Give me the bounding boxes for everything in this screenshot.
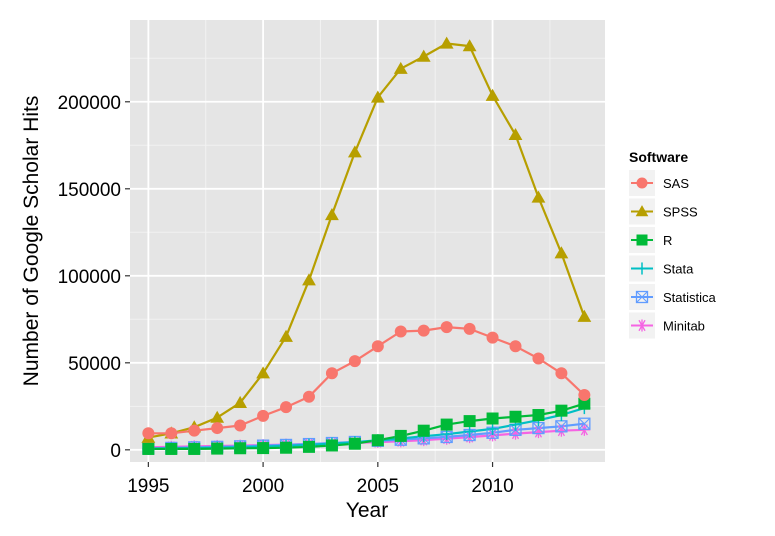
data-point-spss (462, 39, 477, 52)
legend-item-statistica: Statistica (629, 284, 717, 310)
data-point-sas (257, 409, 270, 422)
data-point-r (234, 442, 247, 455)
legend-item-spss: SPSS (629, 198, 698, 225)
data-point-r (394, 429, 407, 442)
y-tick-label: 0 (110, 441, 121, 462)
data-point-stata (463, 425, 476, 438)
data-point-sas (578, 389, 591, 402)
data-point-r (532, 409, 545, 422)
data-point-spss (439, 36, 454, 49)
data-point-spss (210, 410, 225, 423)
x-tick-label: 2000 (242, 476, 284, 497)
data-point-sas (394, 325, 407, 338)
legend-item-minitab: Minitab (629, 312, 705, 339)
y-tick-label: 50000 (68, 354, 121, 375)
series-line-spss (148, 42, 586, 439)
plot-panel (130, 20, 605, 462)
data-point-r (325, 439, 338, 452)
legend-title: Software (629, 149, 688, 165)
data-point-statistica (578, 417, 591, 430)
data-point-r (165, 442, 178, 455)
data-point-r (486, 412, 499, 425)
data-point-spss (416, 49, 431, 62)
data-point-sas (486, 331, 499, 344)
data-point-r (257, 442, 270, 455)
data-point-spss (531, 190, 546, 203)
data-point-sas (371, 340, 384, 353)
data-point-spss (485, 88, 500, 101)
legend-item-stata: Stata (629, 255, 694, 282)
legend-label: Statistica (663, 290, 717, 305)
data-point-r (211, 442, 224, 455)
x-axis: 1995 2000 2005 2010 (127, 462, 514, 497)
data-point-sas (142, 427, 155, 440)
data-point-spss (325, 207, 339, 221)
x-tick-label: 2005 (357, 476, 399, 497)
data-point-r (463, 415, 476, 428)
x-axis-title: Year (346, 499, 388, 522)
data-point-spss (279, 329, 293, 342)
data-point-spss (233, 395, 248, 409)
x-tick-label: 1995 (127, 476, 169, 497)
data-point-sas (440, 321, 453, 334)
legend-item-r: R (629, 227, 672, 253)
y-tick-label: 150000 (58, 180, 121, 201)
data-point-spss (508, 127, 523, 141)
data-point-sas (532, 352, 545, 365)
legend-key-marker (635, 319, 649, 332)
data-point-sas (417, 324, 430, 337)
legend-label: SPSS (663, 205, 698, 220)
data-point-r (348, 437, 361, 450)
data-point-sas (555, 367, 568, 380)
data-point-sas (463, 322, 476, 335)
data-point-spss (554, 246, 569, 259)
minor-gridlines (130, 20, 605, 462)
legend-label: Stata (663, 262, 694, 277)
data-point-r (509, 410, 522, 423)
data-point-spss (370, 90, 385, 103)
y-tick-label: 100000 (58, 267, 121, 288)
legend-key-marker (636, 177, 648, 189)
x-tick-label: 2010 (471, 476, 513, 497)
data-point-r (302, 440, 315, 453)
y-axis-title: Number of Google Scholar Hits (20, 96, 43, 387)
data-point-spss (577, 309, 592, 322)
legend-label: SAS (663, 176, 689, 191)
legend: Software SAS SPSS R Stata Statistica Minitab (629, 149, 717, 339)
data-point-sas (165, 427, 178, 440)
data-point-spss (302, 273, 316, 286)
y-axis: 0 50000 100000 150000 200000 (58, 93, 130, 462)
data-point-sas (509, 340, 522, 353)
legend-label: R (663, 233, 672, 248)
data-point-sas (188, 424, 201, 437)
data-point-sas (280, 401, 293, 414)
data-point-spss (393, 61, 408, 74)
data-point-sas (348, 355, 361, 368)
data-point-spss (347, 145, 362, 158)
y-tick-label: 200000 (58, 93, 121, 114)
data-point-r (142, 442, 155, 455)
data-point-r (440, 418, 453, 431)
legend-key-marker (635, 262, 649, 275)
data-point-r (280, 441, 293, 454)
data-point-r (371, 434, 384, 447)
data-point-spss (256, 366, 270, 379)
legend-key-marker (635, 205, 649, 217)
data-point-r (417, 424, 430, 437)
data-point-stata (486, 422, 499, 435)
data-point-sas (302, 390, 315, 403)
data-point-r (578, 397, 591, 410)
data-point-sas (234, 419, 247, 432)
data-point-sas (211, 422, 224, 435)
legend-key-marker (636, 234, 648, 246)
data-point-r (555, 404, 568, 417)
legend-item-sas: SAS (629, 170, 689, 196)
data-point-sas (325, 367, 338, 380)
data-point-r (188, 442, 201, 455)
series-points (141, 36, 592, 455)
legend-label: Minitab (663, 319, 705, 334)
legend-key-marker (635, 290, 649, 304)
